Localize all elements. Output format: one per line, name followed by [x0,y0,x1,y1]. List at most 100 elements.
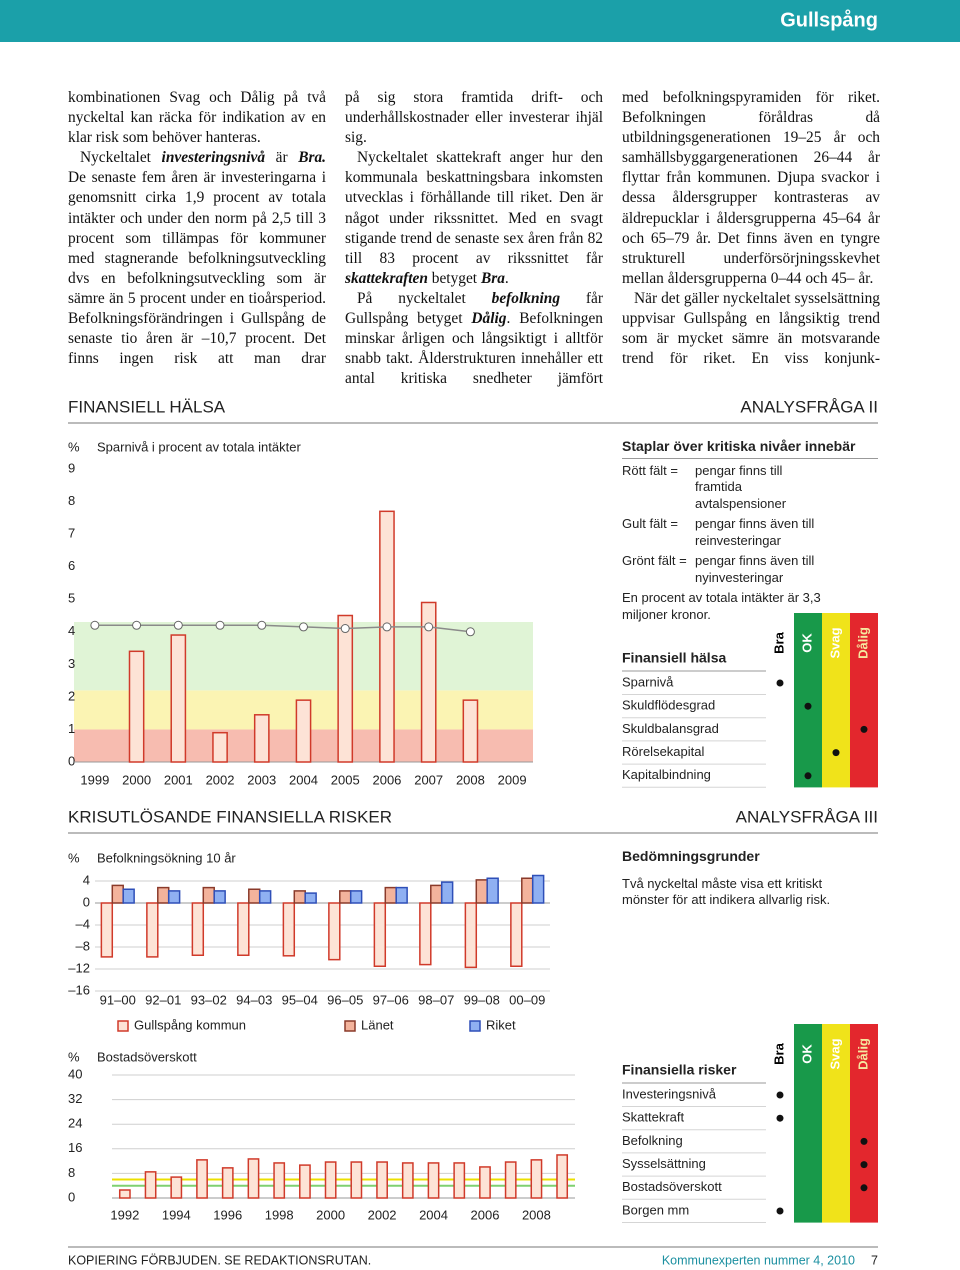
bar [475,879,488,904]
bar [420,601,437,763]
rating-dot [776,1207,784,1215]
rating-dot [804,772,812,780]
rating-dot [776,679,784,687]
paragraph: på sig stora framtida drift- och underhå… [345,88,603,148]
paragraph: Nyckeltalet skattekraft anger hur den ko… [345,148,603,289]
row-label: Befolkning [622,1133,683,1148]
column-label: Dålig [855,627,870,659]
paragraph: På nyckeltalet befolkning får Gullspång … [345,289,603,389]
y-tick-label: 32 [68,1091,82,1106]
rating-column [822,1024,850,1223]
footer-left: KOPIERING FÖRBJUDEN. SE REDAKTIONSRUTAN. [68,1253,371,1267]
bar [401,1162,414,1199]
chart-title: Sparnivå i procent av totala intäkter [97,439,301,454]
text-run: . Befolkningen minskar årligen och långs… [345,310,603,388]
legend-swatch [469,1020,481,1032]
x-tick-label: 97–06 [373,992,409,1007]
bar [167,890,181,904]
legend-label: Riket [486,1017,516,1032]
text-run: befolkning [491,289,561,307]
paragraph: kombinationen Svag och Dålig på två nyck… [68,88,326,148]
x-tick-label: 2001 [164,772,193,787]
paragraph: Nyckeltalet investeringsnivå är Bra. De … [68,148,326,369]
page-number: 7 [871,1253,878,1267]
rating-column [766,613,794,788]
x-tick-label: 98–07 [418,992,454,1007]
text-run: Dålig [471,310,507,328]
rating-dot [860,1161,868,1169]
header-title: Gullspång [780,8,878,31]
point [257,620,267,630]
column-label: Bra [771,631,786,653]
bar [118,1189,131,1199]
bar [202,886,215,904]
row-label: Bostadsöverskott [622,1179,722,1194]
point [424,622,434,632]
y-tick-label: 0 [68,1189,75,1204]
bar [464,902,478,969]
x-tick-label: 2000 [316,1207,345,1222]
column-label: Dålig [855,1038,870,1070]
bar [556,1154,569,1199]
text-run: De senaste fem åren är investeringarna i… [68,169,326,368]
text-run: Nyckeltalet [80,149,162,167]
bar [379,510,395,763]
bar [419,902,432,966]
rating-column [766,1024,794,1223]
bar [531,874,545,904]
unit-label: % [68,850,80,865]
y-tick-label: 2 [68,688,75,703]
row-label: Rörelsekapital [622,744,704,759]
note-item: Grönt fält = pengar finns även till nyinv… [622,553,878,586]
bar [395,886,408,904]
column-label: OK [799,1044,814,1064]
bar [462,699,479,763]
note-text: pengar finns även till reinvesteringar [695,516,815,548]
rating-dot [776,1114,784,1122]
unit-label: % [68,439,80,454]
x-tick-label: 00–09 [509,992,545,1007]
text-column: kombinationen Svag och Dålig på två nyck… [68,88,326,369]
bar [170,634,187,763]
bar [350,1161,363,1199]
bar [384,886,397,904]
y-tick-label: –12 [68,960,90,975]
rating-column [794,613,822,788]
y-tick-label: 4 [68,623,75,638]
text-run: . [504,269,509,287]
x-tick-label: 93–02 [191,992,227,1007]
y-tick-label: –8 [76,938,90,953]
table-title: Finansiell hälsa [622,650,726,666]
row-label: Skuldbalansgrad [622,721,719,736]
criteria: Bedömningsgrunder Två nyckeltal måste vi… [622,848,878,909]
y-tick-label: 16 [68,1140,82,1155]
text-run: På nyckeltalet [357,289,492,307]
y-tick-label: 8 [68,493,75,508]
bar [293,890,306,904]
bar [111,884,124,904]
y-tick-label: –16 [68,982,90,997]
chart-title: Bostadsöverskott [97,1049,197,1064]
x-tick-label: 2000 [122,772,151,787]
y-tick-label: 0 [68,753,75,768]
bar [212,731,228,763]
note-text: En procent av totala intäkter är 3,3 mil… [622,590,821,622]
criteria-text: Två nyckeltal måste visa ett kritiskt mö… [622,875,831,908]
bar [295,699,312,763]
y-tick-label: 1 [68,721,75,736]
x-tick-label: 2004 [289,772,318,787]
text-run: betyget [427,269,481,287]
rating-dot [860,725,868,733]
x-tick-label: 99–08 [464,992,500,1007]
x-tick-label: 96–05 [327,992,363,1007]
bar [237,902,250,956]
bar [479,1166,491,1199]
paragraph: När det gäller nyckeltalet sysselsättnin… [622,289,880,369]
x-tick-label: 1992 [110,1207,139,1222]
section-tag: ANALYSFRÅGA II [740,397,878,416]
column-label: Svag [827,627,842,658]
x-tick-label: 1999 [80,772,109,787]
y-tick-label: –4 [76,916,90,931]
x-tick-label: 95–04 [282,992,318,1007]
zone [74,622,533,691]
